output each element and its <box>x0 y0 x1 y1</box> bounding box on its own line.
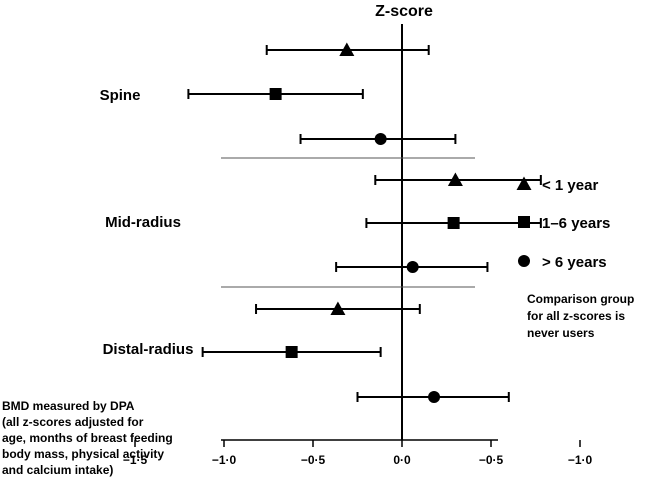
footnote-line-2: (all z-scores adjusted for <box>2 415 144 429</box>
series-1-point-3-marker <box>330 301 346 315</box>
legend-label-1: < 1 year <box>542 177 598 194</box>
x-tick-label-6: −1·0 <box>568 453 593 467</box>
group-label-spine: Spine <box>100 87 141 104</box>
group-label-distal-radius: Distal-radius <box>103 341 194 358</box>
series-1-point-2-marker <box>447 172 463 186</box>
series-1-point-1-marker <box>339 42 355 56</box>
series-2-point-3-marker <box>285 346 298 358</box>
x-tick-label-2: −1·0 <box>212 453 237 467</box>
x-tick-label-4: 0·0 <box>393 453 411 467</box>
series-3-point-2-marker <box>406 261 419 273</box>
series-3-point-3-marker <box>428 391 441 403</box>
chart-title: Z-score <box>375 3 433 20</box>
x-tick-label-1: −1·5 <box>123 453 148 467</box>
legend-marker-2 <box>518 216 530 228</box>
legend-note-line-2: for all z-scores is <box>527 309 625 323</box>
legend-label-2: 1–6 years <box>542 215 610 232</box>
legend-note-line-1: Comparison group <box>527 292 634 306</box>
legend-marker-3 <box>518 255 530 267</box>
legend-note: Comparison group for all z-scores is nev… <box>527 292 634 340</box>
footnote: BMD measured by DPA (all z-scores adjust… <box>2 399 173 477</box>
series-3-point-1-marker <box>374 133 387 145</box>
x-tick-label-3: −0·5 <box>301 453 326 467</box>
footnote-line-3: age, months of breast feeding <box>2 431 173 445</box>
footnote-line-4: body mass, physical activity <box>2 447 164 461</box>
series-2-point-2-marker <box>447 217 460 229</box>
footnote-line-5: and calcium intake) <box>2 463 113 477</box>
group-label-mid-radius: Mid-radius <box>105 214 181 231</box>
legend-marker-1 <box>516 176 532 190</box>
series-2-point-1-marker <box>269 88 282 100</box>
legend-label-3: > 6 years <box>542 254 607 271</box>
x-tick-label-5: −0·5 <box>479 453 504 467</box>
footnote-line-1: BMD measured by DPA <box>2 399 135 413</box>
legend-note-line-3: never users <box>527 326 595 340</box>
